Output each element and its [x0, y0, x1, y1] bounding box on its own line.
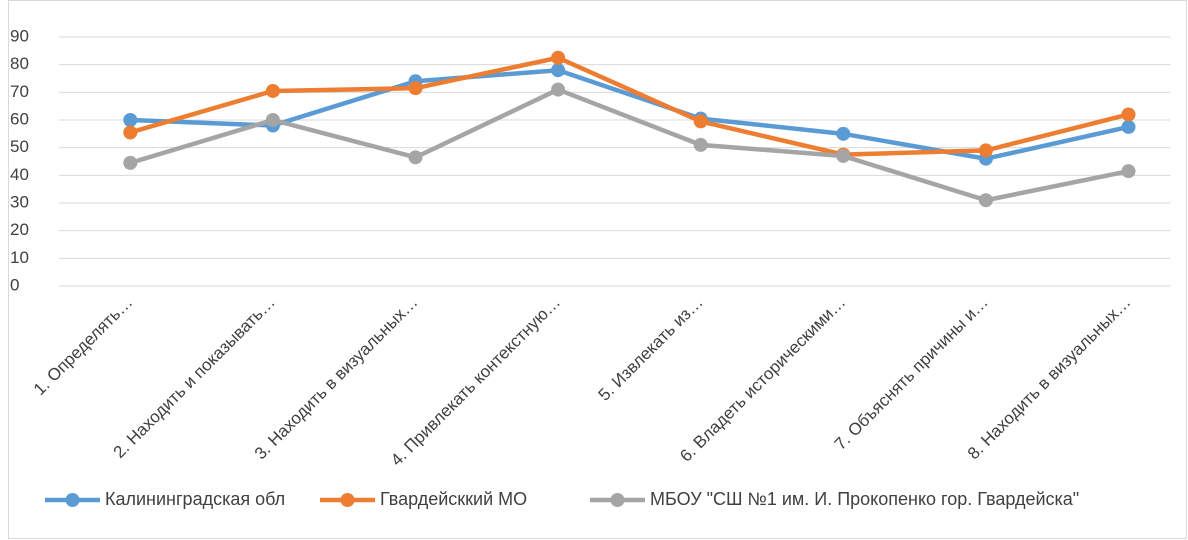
y-tick-label: 60	[10, 109, 29, 128]
point-marker	[693, 114, 708, 129]
point-marker	[836, 126, 851, 141]
chart-frame	[8, 0, 1187, 539]
x-tick-label: 8. Находить в визуальных…	[964, 293, 1135, 464]
y-tick-label: 0	[10, 275, 19, 294]
legend-label: Калининградская обл	[105, 489, 285, 509]
legend-marker	[610, 493, 625, 507]
point-marker	[836, 148, 851, 163]
point-marker	[123, 125, 138, 140]
point-marker	[1121, 107, 1136, 122]
x-tick-label: 2. Находить и показывать…	[110, 293, 279, 462]
series-line	[128, 87, 1131, 203]
x-tick-label: 7. Объяснять причины и…	[831, 293, 992, 454]
legend-marker	[340, 493, 355, 507]
point-marker	[408, 81, 423, 96]
y-tick-label: 90	[10, 26, 29, 45]
x-tick-label: 6. Владеть историческими…	[676, 293, 849, 466]
y-tick-label: 80	[10, 54, 29, 73]
y-tick-label: 10	[10, 248, 29, 267]
point-marker	[123, 113, 138, 127]
point-marker	[265, 113, 280, 127]
point-marker	[978, 143, 993, 158]
x-tick-label: 3. Находить в визуальных…	[251, 293, 422, 464]
point-marker	[551, 63, 566, 78]
y-tick-label: 50	[10, 137, 29, 156]
point-marker	[408, 150, 423, 165]
legend-marker	[65, 493, 80, 507]
legend-label: МБОУ "СШ №1 им. И. Прокопенко гор. Гвард…	[650, 489, 1079, 509]
point-marker	[265, 83, 280, 98]
point-marker	[1121, 164, 1136, 179]
point-marker	[978, 193, 993, 208]
x-tick-label: 4. Привлекать контекстную…	[387, 293, 564, 470]
y-tick-label: 20	[10, 220, 29, 239]
series-line	[128, 55, 1131, 157]
y-tick-label: 70	[10, 82, 29, 101]
y-tick-label: 40	[10, 165, 29, 184]
y-tick-label: 30	[10, 192, 29, 211]
point-marker	[551, 82, 566, 97]
x-tick-label: 1. Определять…	[30, 293, 136, 399]
point-marker	[551, 50, 566, 65]
series-line	[128, 67, 1131, 161]
point-marker	[1121, 119, 1136, 134]
point-marker	[123, 155, 138, 170]
point-marker	[693, 137, 708, 152]
legend-label: Гвардейсккий МО	[380, 489, 527, 509]
x-tick-label: 5. Извлекать из…	[595, 293, 707, 405]
